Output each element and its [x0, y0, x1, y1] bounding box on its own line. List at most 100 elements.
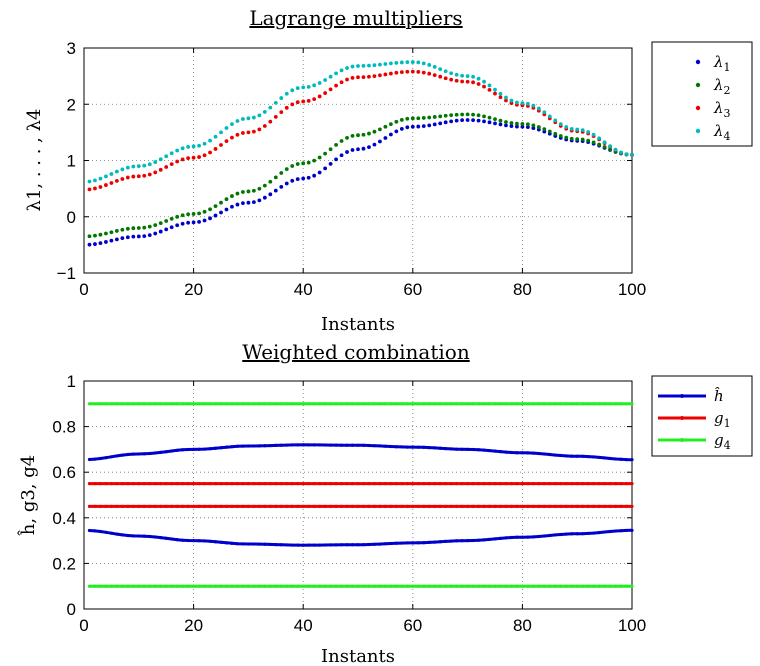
data-point: [389, 584, 393, 588]
data-point: [213, 540, 218, 544]
data-point: [169, 162, 174, 167]
data-point: [284, 91, 289, 96]
data-point: [328, 161, 333, 166]
data-point: [361, 132, 366, 137]
data-point: [487, 88, 492, 92]
data-point: [159, 584, 163, 588]
data-point: [580, 128, 585, 133]
data-point: [427, 504, 431, 508]
data-point: [449, 539, 453, 543]
data-point: [104, 504, 108, 508]
data-point: [219, 584, 223, 588]
data-point: [553, 533, 557, 537]
data-point: [120, 227, 125, 232]
data-point: [202, 504, 207, 508]
data-point: [487, 83, 492, 88]
data-point: [367, 542, 371, 547]
legend-item: λ2: [695, 76, 731, 97]
data-point: [230, 584, 234, 588]
data-point: [273, 188, 278, 193]
data-point: [125, 226, 130, 231]
data-point: [389, 541, 393, 546]
data-point: [564, 454, 568, 458]
data-point: [389, 444, 393, 449]
data-point: [87, 482, 92, 486]
data-point: [405, 445, 409, 449]
data-point: [219, 446, 223, 450]
data-point: [548, 482, 552, 486]
data-point: [438, 67, 443, 71]
data-point: [170, 584, 174, 588]
data-point: [536, 106, 541, 111]
data-point: [509, 124, 514, 129]
data-point: [350, 133, 355, 138]
data-point: [158, 229, 163, 234]
data-point: [175, 223, 180, 228]
data-point: [186, 482, 190, 486]
data-point: [224, 445, 229, 449]
data-point: [252, 584, 256, 588]
data-point: [427, 63, 432, 67]
data-point: [296, 543, 300, 547]
data-point: [449, 71, 454, 76]
data-point: [202, 141, 207, 146]
data-point: [147, 233, 152, 237]
x-tick-label: 100: [618, 616, 646, 635]
data-point: [219, 210, 223, 215]
data-point: [197, 402, 201, 406]
data-point: [257, 504, 261, 508]
data-point: [339, 504, 344, 508]
data-point: [197, 584, 201, 588]
data-point: [465, 79, 470, 84]
data-point: [153, 584, 157, 588]
data-point: [318, 482, 322, 486]
data-point: [608, 456, 612, 461]
data-point: [509, 584, 514, 588]
data-point: [241, 444, 245, 448]
data-point: [126, 452, 130, 457]
data-point: [537, 482, 541, 486]
data-point: [208, 447, 212, 451]
data-point: [586, 130, 591, 134]
data-point: [493, 482, 497, 486]
data-point: [569, 136, 574, 141]
data-point: [339, 402, 344, 406]
data-point: [104, 530, 108, 534]
data-point: [427, 71, 432, 76]
data-point: [520, 584, 525, 588]
data-point: [197, 143, 201, 148]
data-point: [246, 482, 250, 486]
data-point: [356, 75, 360, 80]
data-point: [175, 538, 179, 542]
data-point: [290, 543, 294, 547]
data-point: [328, 147, 333, 152]
data-point: [367, 145, 371, 150]
data-point: [602, 145, 607, 149]
data-point: [224, 126, 229, 130]
data-point: [93, 482, 97, 486]
data-point: [104, 231, 108, 236]
data-point: [104, 456, 108, 460]
data-point: [257, 198, 262, 203]
data-point: [455, 447, 459, 451]
data-point: [339, 543, 344, 547]
data-point: [592, 455, 596, 459]
data-point: [405, 584, 409, 588]
data-point: [444, 584, 448, 588]
data-point: [93, 233, 97, 238]
data-point: [558, 134, 563, 138]
data-point: [191, 155, 196, 160]
data-point: [603, 584, 607, 588]
data-point: [318, 584, 322, 588]
data-point: [120, 453, 124, 457]
data-point: [630, 152, 634, 157]
data-point: [202, 584, 207, 588]
x-axis-label: Instants: [321, 314, 395, 335]
data-point: [109, 238, 114, 243]
data-point: [87, 187, 92, 192]
data-point: [339, 68, 344, 73]
data-point: [307, 443, 311, 447]
data-point: [542, 504, 546, 508]
legend-label: λ2: [713, 76, 731, 97]
